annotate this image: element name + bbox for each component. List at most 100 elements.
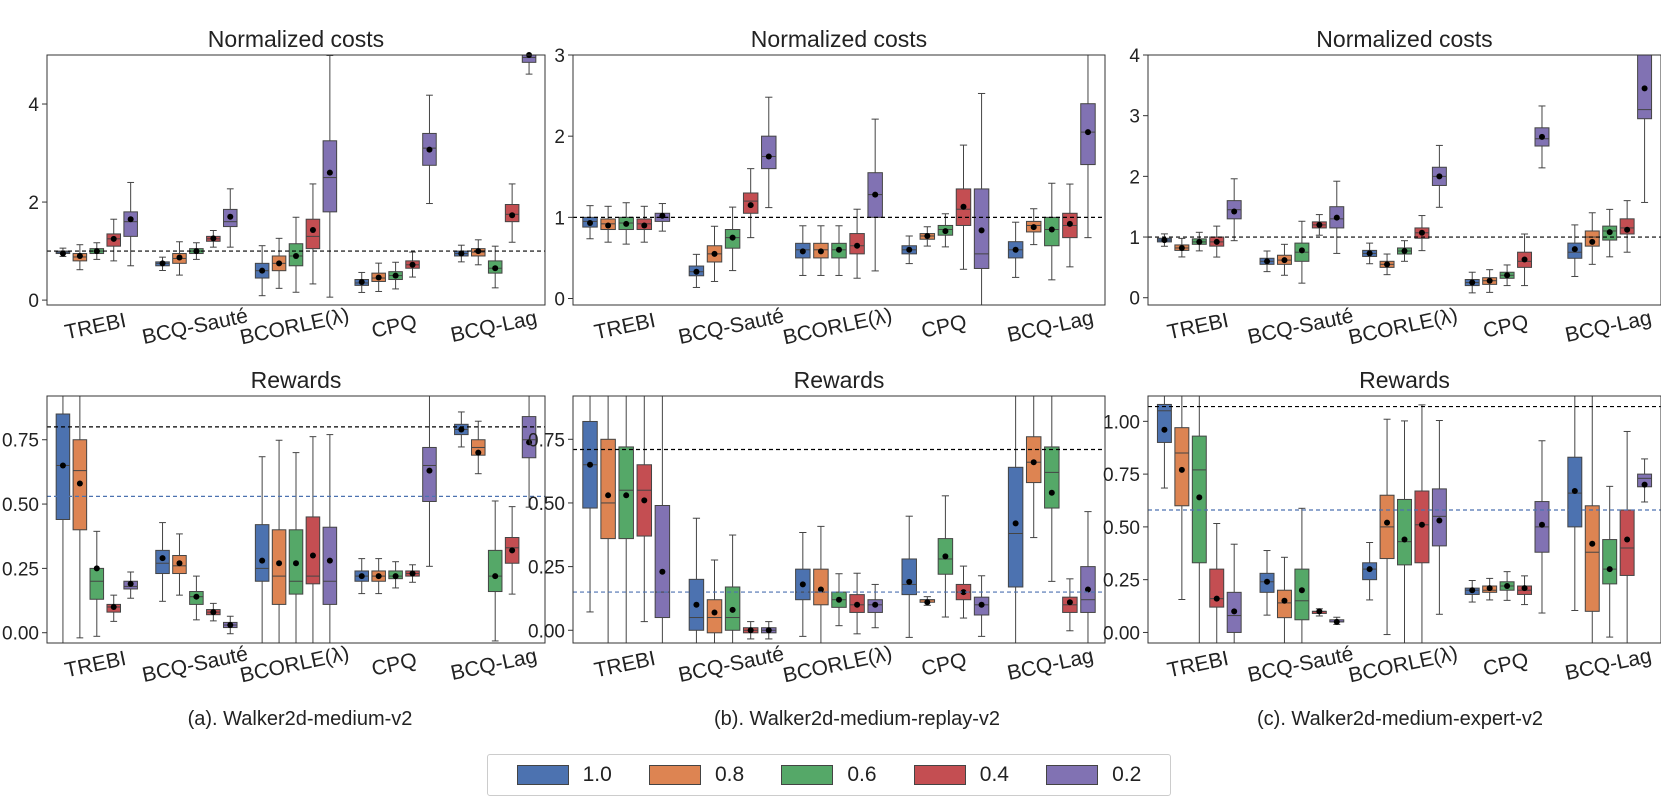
box-body: [901, 558, 917, 596]
mean-marker: [526, 439, 533, 446]
mean-marker: [1469, 279, 1476, 286]
box-BCQ-Sauté-0.2: [761, 621, 777, 640]
mean-marker: [711, 609, 718, 616]
box-BCQ-Lag-0.8: [1025, 395, 1042, 539]
mean-marker: [426, 146, 433, 153]
mean-marker: [293, 252, 299, 259]
box-BCQ-Lag-0.6: [487, 500, 503, 642]
box-TREBI-1.0: [1156, 233, 1172, 247]
mean-marker: [623, 492, 630, 499]
box-BCQ-Lag-0.2: [1080, 54, 1096, 239]
box-CPQ-1.0: [1464, 580, 1480, 603]
box-BCQ-Lag-0.6: [487, 245, 503, 289]
box-BCORLE(λ)-0.6: [1397, 420, 1412, 644]
mean-marker: [127, 580, 134, 587]
mean-marker: [1504, 583, 1511, 589]
panel-title: Normalized costs: [1316, 26, 1492, 52]
box-TREBI-1.0: [582, 205, 598, 240]
legend-item-0-4: 0.4: [913, 763, 1009, 787]
y-tick-label: 0.75: [528, 430, 565, 451]
mean-marker: [1281, 257, 1288, 264]
panel-title: Rewards: [1359, 367, 1450, 393]
mean-marker: [475, 449, 482, 456]
mean-marker: [1333, 214, 1340, 221]
plot-frame: [572, 395, 1106, 644]
mean-marker: [1196, 494, 1203, 501]
y-tick-label: 0.75: [2, 431, 39, 452]
x-tick-label: BCQ-Lag: [1563, 306, 1653, 347]
mean-marker: [942, 553, 949, 560]
mean-marker: [1641, 85, 1648, 92]
box-TREBI-1.0: [55, 247, 71, 257]
box-body: [1007, 466, 1024, 588]
box-body: [1397, 498, 1412, 566]
box-CPQ-0.4: [1517, 233, 1533, 287]
box-CPQ-0.4: [955, 565, 972, 619]
mean-marker: [1316, 221, 1323, 228]
y-tick-label: 1: [1129, 228, 1140, 249]
x-tick-label: TREBI: [1165, 309, 1230, 344]
box-BCQ-Sauté-0.2: [1329, 616, 1345, 625]
box-TREBI-1.0: [1156, 395, 1172, 489]
mean-marker: [259, 557, 266, 564]
box-BCQ-Lag-1.0: [1567, 395, 1583, 611]
box-BCQ-Sauté-1.0: [688, 517, 705, 644]
legend-swatch-0-8: [648, 765, 701, 785]
box-body: [89, 567, 105, 600]
x-tick-label: CPQ: [1481, 649, 1530, 681]
box-BCQ-Sauté-0.8: [172, 533, 187, 596]
mean-marker: [159, 555, 166, 562]
mean-marker: [1504, 272, 1511, 279]
box-CPQ-1.0: [354, 558, 370, 595]
y-tick-label: 0: [28, 291, 39, 312]
mean-marker: [1571, 488, 1578, 494]
box-TREBI-0.8: [600, 205, 616, 243]
panel-title: Rewards: [794, 367, 885, 393]
box-BCQ-Sauté-0.2: [1329, 180, 1345, 254]
mean-marker: [1571, 246, 1578, 253]
box-body: [600, 438, 616, 540]
x-tick-label: TREBI: [592, 309, 657, 344]
y-tick-label: 0.25: [1103, 571, 1140, 592]
mean-marker: [159, 260, 166, 267]
y-tick-label: 3: [554, 46, 565, 67]
mean-marker: [1213, 595, 1220, 602]
y-tick-label: 0.25: [2, 559, 39, 580]
mean-marker: [587, 220, 594, 227]
mean-marker: [659, 568, 666, 575]
x-tick-label: TREBI: [63, 647, 128, 682]
box-CPQ-1.0: [1464, 271, 1480, 294]
y-tick-label: 0: [554, 290, 565, 311]
mean-marker: [799, 248, 806, 255]
mean-marker: [1538, 521, 1545, 528]
legend-item-0-8: 0.8: [648, 763, 744, 787]
mean-marker: [1384, 519, 1391, 526]
box-TREBI-0.6: [618, 202, 634, 245]
caption: (a). Walker2d-medium-v2: [188, 708, 413, 730]
legend-item-0-6: 0.6: [781, 763, 877, 787]
mean-marker: [765, 153, 772, 160]
mean-marker: [872, 191, 879, 198]
caption: (b). Walker2d-medium-replay-v2: [714, 708, 1000, 730]
mean-marker: [110, 235, 117, 242]
box-BCQ-Sauté-0.8: [172, 241, 187, 276]
mean-marker: [765, 627, 772, 634]
box-BCQ-Lag-0.4: [504, 183, 520, 243]
mean-marker: [193, 593, 200, 600]
mean-marker: [426, 467, 433, 474]
box-body: [1602, 539, 1618, 585]
panel-c-rewards: Rewards 0.00 0.25 0.50 0.75 1.00 TREBI BCQ-Saut…: [1103, 367, 1661, 687]
mean-marker: [93, 565, 100, 572]
mean-marker: [1606, 566, 1613, 573]
box-TREBI-0.2: [1226, 543, 1242, 644]
box-CPQ-0.2: [973, 575, 990, 637]
mean-marker: [1521, 585, 1528, 592]
y-tick-label: 3: [1129, 107, 1140, 128]
mean-marker: [747, 202, 754, 209]
box-BCORLE(λ)-1.0: [795, 531, 811, 637]
box-BCORLE(λ)-0.6: [831, 225, 847, 276]
box-CPQ-0.8: [1482, 269, 1498, 293]
mean-marker: [458, 250, 465, 257]
mean-marker: [747, 627, 754, 634]
y-tick-label: 0.00: [2, 624, 39, 645]
